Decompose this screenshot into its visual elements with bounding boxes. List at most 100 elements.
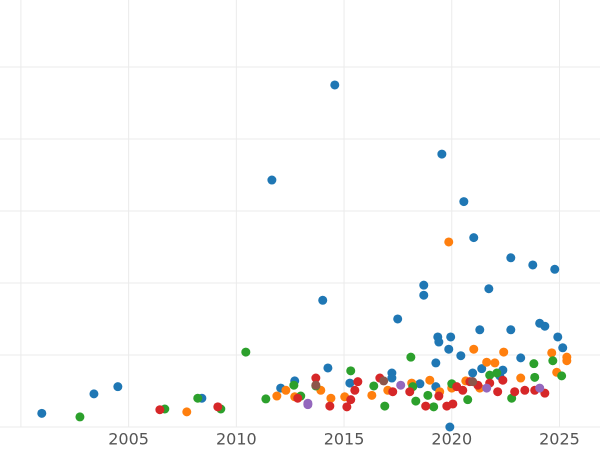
point <box>477 364 487 374</box>
point <box>437 149 447 159</box>
point <box>261 394 271 404</box>
point <box>303 398 313 408</box>
point <box>421 401 431 411</box>
point <box>213 402 223 412</box>
point <box>380 401 390 411</box>
x-tick-label: 2015 <box>324 430 365 449</box>
point <box>510 387 520 397</box>
point <box>540 321 550 331</box>
point <box>425 375 435 385</box>
point <box>444 344 454 354</box>
point <box>342 402 352 412</box>
point <box>330 80 340 90</box>
x-tick-label: 2010 <box>216 430 257 449</box>
point <box>155 405 165 415</box>
point <box>492 368 502 378</box>
point <box>393 314 403 324</box>
point <box>553 332 563 342</box>
point <box>516 353 526 363</box>
point <box>562 356 572 366</box>
point <box>345 378 355 388</box>
point <box>379 376 389 386</box>
point <box>311 373 321 383</box>
point <box>530 372 540 382</box>
point <box>469 344 479 354</box>
point <box>325 401 335 411</box>
point <box>406 352 416 362</box>
x-tick-label: 2005 <box>108 430 149 449</box>
point <box>485 370 495 380</box>
point <box>431 358 441 368</box>
point <box>182 407 192 417</box>
point <box>463 395 473 405</box>
point <box>37 408 47 418</box>
x-tick-label: 2025 <box>539 430 580 449</box>
point <box>434 337 444 347</box>
point <box>468 368 478 378</box>
point <box>475 325 485 335</box>
point <box>482 383 492 393</box>
point <box>490 358 500 368</box>
point <box>446 332 456 342</box>
point <box>75 412 85 422</box>
point <box>459 197 469 207</box>
point <box>272 391 282 401</box>
point <box>429 402 439 412</box>
point <box>89 389 99 399</box>
point <box>529 359 539 369</box>
point <box>318 295 328 305</box>
point <box>423 390 433 400</box>
point <box>346 395 356 405</box>
point <box>434 391 444 401</box>
point <box>516 373 526 383</box>
point <box>557 371 567 381</box>
point <box>367 390 377 400</box>
point <box>311 380 321 390</box>
point <box>396 380 406 390</box>
x-tick-label: 2020 <box>431 430 472 449</box>
point <box>444 237 454 247</box>
point <box>411 396 421 406</box>
point <box>484 284 494 294</box>
point <box>193 393 203 403</box>
point <box>326 393 336 403</box>
point <box>520 385 530 395</box>
point <box>293 393 303 403</box>
point <box>346 366 356 376</box>
point <box>448 399 458 409</box>
point <box>493 387 503 397</box>
point <box>469 233 479 243</box>
point <box>289 380 299 390</box>
point <box>281 385 291 395</box>
point <box>241 347 251 357</box>
point <box>535 383 545 393</box>
point <box>499 347 509 357</box>
point <box>468 377 478 387</box>
point <box>405 387 415 397</box>
point <box>113 382 123 392</box>
point <box>267 175 277 185</box>
point <box>419 280 429 290</box>
point <box>558 343 568 353</box>
point <box>506 325 516 335</box>
point <box>482 357 492 367</box>
point <box>445 422 455 432</box>
point <box>353 377 363 387</box>
point <box>456 351 466 361</box>
point <box>547 348 557 358</box>
point <box>415 379 425 389</box>
point <box>528 260 538 270</box>
point <box>550 264 560 274</box>
point <box>388 387 398 397</box>
point <box>548 356 558 366</box>
point <box>419 290 429 300</box>
point <box>369 381 379 391</box>
point <box>387 373 397 383</box>
point <box>498 375 508 385</box>
point <box>323 363 333 373</box>
point <box>452 382 462 392</box>
point <box>506 253 516 263</box>
point <box>350 385 360 395</box>
